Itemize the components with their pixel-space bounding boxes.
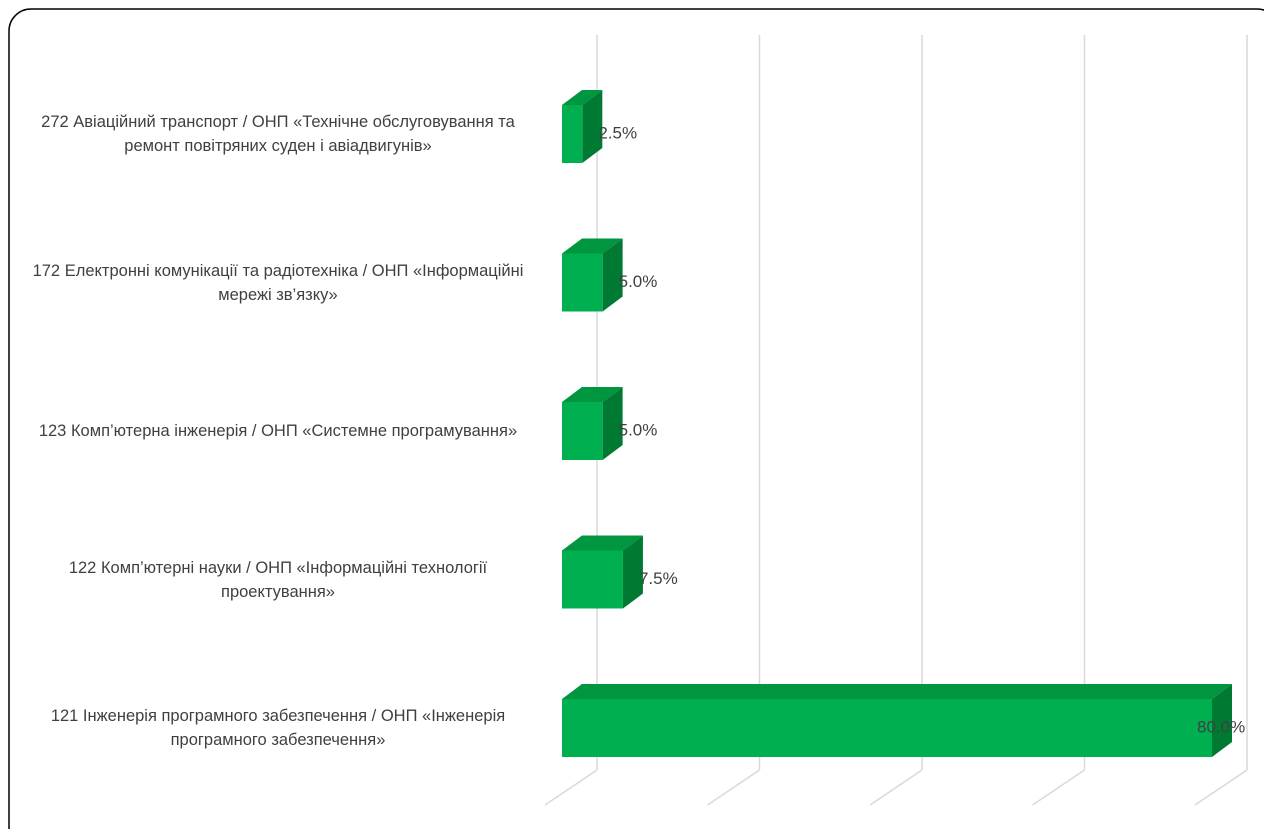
bar-front [562,253,603,312]
bar [562,535,643,609]
bar-front [562,402,603,460]
category-label: 123 Комп’ютерна інженерія / ОНП «Системн… [38,422,518,440]
bar-side [582,90,603,163]
category-label: 172 Електронні комунікації та радіотехні… [32,261,524,304]
bar-top [562,238,623,254]
data-label: 5.0% [619,272,658,291]
bar-top [562,535,643,551]
data-label: 7.5% [639,569,678,588]
floor-line [869,769,923,806]
floor-line [544,769,598,806]
bar-side [602,238,623,312]
data-label: 2.5% [598,123,637,142]
floor-line [707,769,760,806]
bar [562,387,623,460]
bar-top [562,90,603,105]
data-label: 80.0% [1197,717,1245,736]
floor-line [1194,769,1248,806]
bar-top [562,387,623,402]
data-label: 5.0% [619,420,658,439]
bar-side [622,535,643,609]
bar-front [562,699,1212,757]
bar-side [1212,684,1232,757]
bar-front [562,550,623,609]
category-label: 122 Комп’ютерні науки / ОНП «Інформаційн… [68,558,488,601]
bar [562,238,623,312]
bar-side [602,387,623,460]
category-label: 272 Авіаційний транспорт / ОНП «Технічне… [41,113,515,155]
bar-top [562,684,1232,699]
bar [562,684,1232,757]
frame [8,8,1264,829]
category-label: 121 Інженерія програмного забезпечення /… [50,707,506,749]
floor-line [1032,769,1085,806]
bar-front [562,105,583,163]
bar [562,90,603,163]
